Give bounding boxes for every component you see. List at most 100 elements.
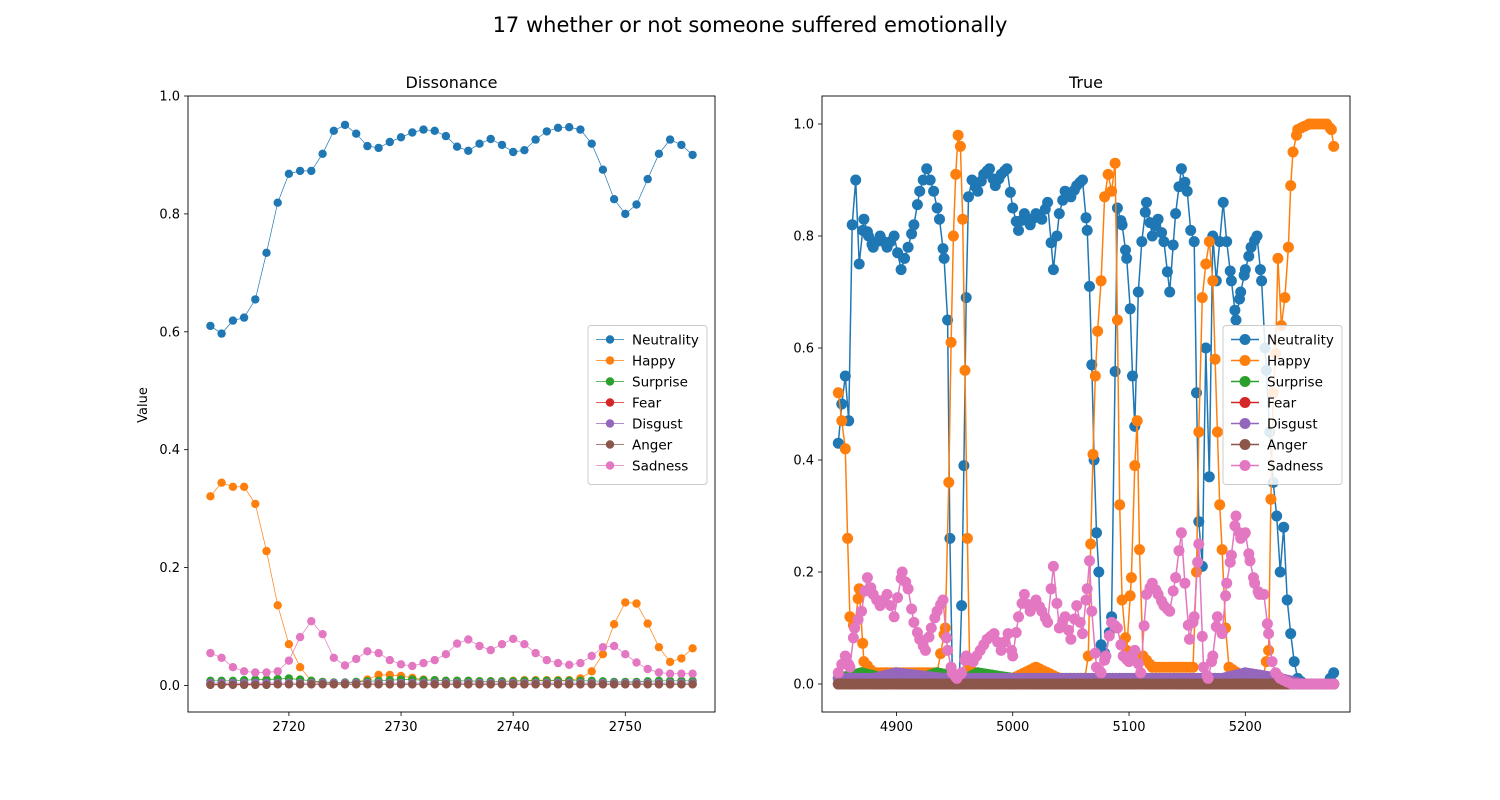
data-point-sadness (940, 632, 952, 644)
data-point-anger (464, 680, 473, 689)
y-tick-label: 1.0 (793, 118, 814, 133)
data-point-sadness (1202, 672, 1214, 684)
data-point-happy (1214, 499, 1226, 511)
data-point-anger (284, 680, 294, 689)
data-point-neutrality (1120, 244, 1131, 256)
x-tick-label: 5000 (996, 720, 1029, 735)
data-point-sadness (542, 655, 551, 665)
data-point-neutrality (1193, 516, 1205, 528)
data-point-anger (677, 680, 686, 689)
data-point-neutrality (632, 200, 641, 209)
data-point-sadness (531, 648, 540, 658)
data-point-anger (520, 680, 529, 689)
axes-frame (187, 95, 716, 713)
data-point-sadness (520, 640, 529, 649)
data-point-happy (1287, 146, 1299, 158)
data-point-sadness (1179, 577, 1191, 589)
data-point-neutrality (839, 370, 851, 382)
data-point-sadness (956, 667, 968, 679)
data-point-happy (273, 601, 282, 610)
data-point-neutrality (1091, 527, 1102, 539)
data-point-sadness (1198, 661, 1209, 673)
legend-item-fear: Fear (596, 396, 662, 412)
legend-label: Happy (632, 354, 676, 370)
data-point-neutrality (846, 219, 858, 231)
data-point-sadness (856, 605, 867, 617)
data-point-sadness (665, 669, 675, 678)
data-point-happy (1196, 292, 1208, 304)
data-point-happy (1207, 275, 1219, 287)
data-point-anger (251, 680, 260, 690)
data-point-neutrality (937, 243, 949, 255)
data-point-anger (329, 680, 338, 689)
x-tick-label: 5100 (1112, 720, 1145, 735)
data-point-neutrality (576, 125, 585, 134)
data-point-anger (665, 680, 675, 689)
data-point-sadness (1170, 572, 1182, 584)
data-point-sadness (228, 663, 238, 672)
data-point-neutrality (944, 532, 956, 544)
data-point-sadness (906, 603, 918, 615)
legend-label: Disgust (632, 417, 683, 433)
data-point-neutrality (1093, 566, 1105, 578)
data-point-happy (1193, 426, 1205, 438)
data-point-sadness (1221, 577, 1233, 589)
data-point-sadness (1089, 647, 1101, 659)
legend-marker (1239, 439, 1251, 450)
data-point-neutrality (565, 123, 574, 132)
data-point-sadness (1216, 628, 1228, 640)
data-point-happy (852, 593, 864, 605)
data-point-sadness (1013, 611, 1024, 623)
data-point-happy (654, 643, 664, 652)
legend-marker (1239, 376, 1251, 387)
legend-item-disgust: Disgust (1231, 417, 1318, 433)
data-point-sadness (441, 650, 451, 659)
data-point-sadness (942, 644, 954, 656)
data-point-neutrality (385, 137, 394, 147)
data-point-neutrality (340, 120, 350, 130)
data-point-anger (598, 680, 608, 689)
data-point-sadness (892, 592, 904, 604)
series-sadness (206, 617, 697, 678)
legend-marker (1239, 418, 1251, 429)
data-point-neutrality (284, 169, 294, 178)
legend-item-disgust: Disgust (596, 417, 683, 433)
data-point-neutrality (363, 141, 372, 151)
data-point-sadness (632, 658, 641, 667)
data-point-neutrality (665, 135, 675, 144)
data-point-anger (307, 680, 316, 689)
data-point-sadness (1077, 628, 1088, 640)
data-point-neutrality (318, 149, 327, 158)
data-point-happy (688, 644, 697, 653)
data-point-happy (587, 667, 596, 676)
data-point-happy (1106, 185, 1118, 197)
data-point-happy (1109, 157, 1121, 169)
data-point-anger (587, 680, 596, 689)
data-point-anger (621, 680, 630, 689)
data-point-neutrality (1251, 230, 1263, 242)
data-point-sadness (896, 566, 908, 578)
data-point-happy (954, 140, 966, 152)
data-point-happy (1089, 370, 1101, 382)
data-point-anger (553, 680, 563, 689)
data-point-sadness (1071, 600, 1083, 612)
data-point-neutrality (1036, 213, 1048, 225)
data-point-sadness (497, 640, 507, 649)
data-point-sadness (475, 641, 484, 651)
data-point-neutrality (531, 135, 540, 144)
data-point-neutrality (836, 398, 848, 410)
data-point-neutrality (486, 134, 495, 144)
data-point-sadness (1328, 678, 1340, 690)
data-point-sadness (565, 660, 574, 669)
y-tick-label: 0.2 (159, 561, 180, 576)
data-point-neutrality (677, 140, 686, 150)
data-point-happy (632, 599, 641, 608)
x-tick-label: 2750 (609, 720, 642, 735)
data-point-sadness (852, 614, 864, 626)
data-point-sadness (464, 635, 473, 644)
data-point-neutrality (1047, 264, 1059, 276)
data-point-sadness (1100, 650, 1112, 662)
data-point-anger (318, 680, 327, 689)
data-point-neutrality (908, 219, 920, 231)
right-axes: True 4900 5000 5100 5200 0.0 0.2 0.4 0.6 0.8 1.0 N… (793, 73, 1351, 735)
